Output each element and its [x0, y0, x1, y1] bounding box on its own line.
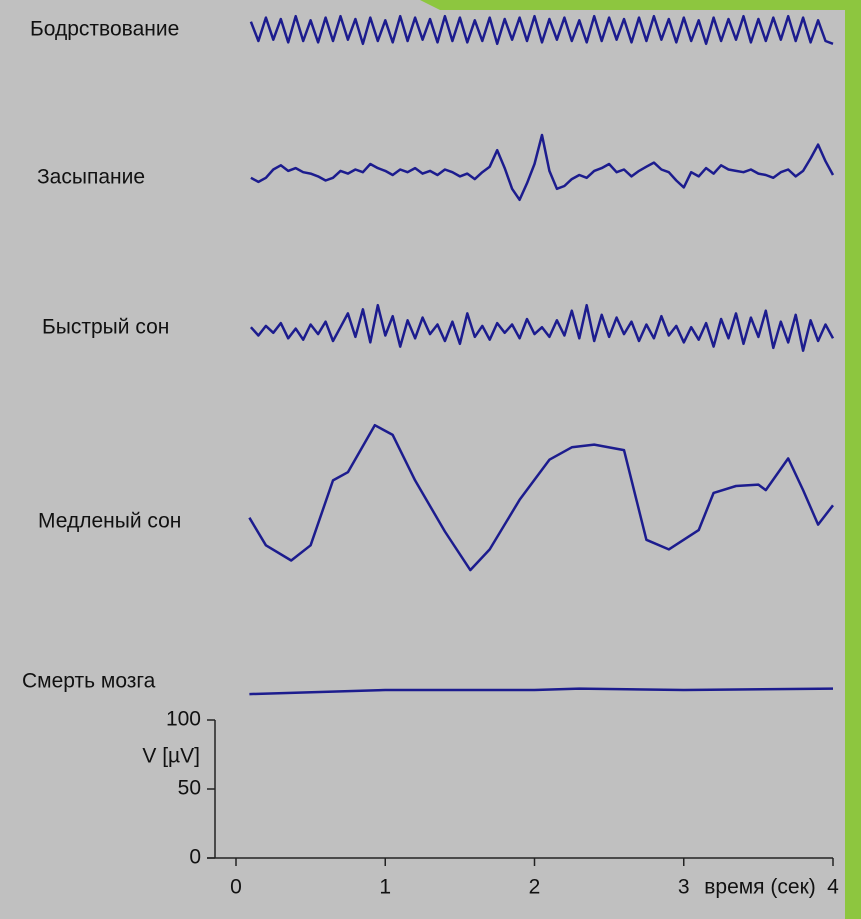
eeg-trace — [249, 687, 834, 696]
eeg-trace — [250, 133, 835, 202]
x-tick-label: 0 — [230, 876, 242, 899]
y-tick-label: 50 — [178, 777, 201, 800]
y-tick-label: 0 — [189, 846, 201, 869]
y-axis-label: V [µV] — [142, 745, 200, 768]
trace-label: Бодрствование — [30, 18, 179, 41]
trace-label: Быстрый сон — [42, 316, 169, 339]
x-tick-label: 2 — [529, 876, 541, 899]
x-tick-label: 4 — [827, 876, 839, 899]
y-tick-label: 100 — [166, 708, 201, 731]
eeg-trace — [248, 423, 834, 572]
x-tick-label: 1 — [379, 876, 391, 899]
x-axis-label: время (сек) — [704, 876, 816, 899]
trace-label: Смерть мозга — [22, 670, 156, 693]
x-tick-label: 3 — [678, 876, 690, 899]
eeg-trace — [249, 303, 835, 352]
eeg-trace — [249, 14, 834, 46]
trace-label: Засыпание — [37, 166, 145, 189]
trace-label: Медленый сон — [38, 510, 181, 533]
